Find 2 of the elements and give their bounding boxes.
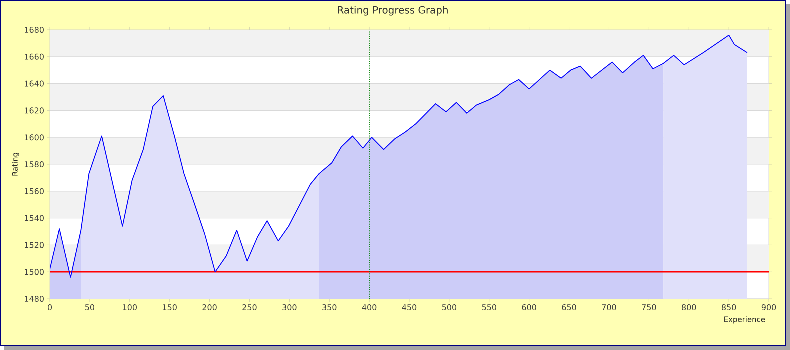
line-series <box>50 34 748 278</box>
chart-title: Rating Progress Graph <box>338 6 448 16</box>
